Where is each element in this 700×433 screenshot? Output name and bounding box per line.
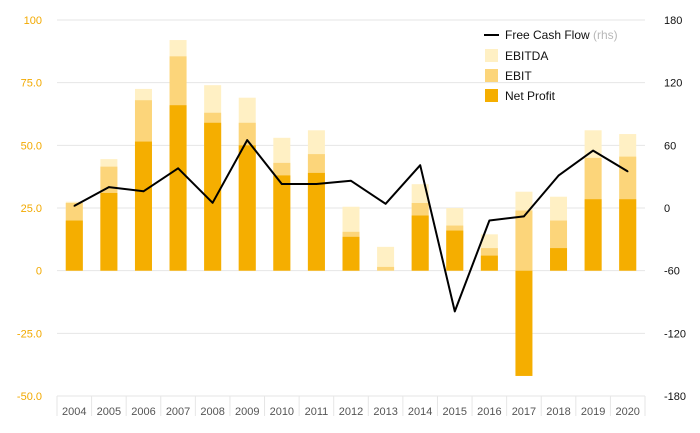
x-tick-label: 2010	[270, 406, 294, 418]
bar-net-profit	[204, 122, 222, 271]
x-tick-label: 2020	[615, 406, 639, 418]
free-cash-flow-point	[108, 186, 110, 188]
x-tick-label: 2013	[373, 406, 397, 418]
y-tick-label: 50.0	[21, 140, 42, 152]
legend-label-net-profit: Net Profit	[505, 89, 556, 103]
x-tick-label: 2007	[166, 406, 190, 418]
left-axis: -50.0 -25.0 0 25.0 50.0 75.0 100	[17, 15, 42, 403]
x-tick-label: 2015	[443, 406, 467, 418]
bar-ebit	[377, 266, 395, 271]
bar-net-profit	[238, 145, 256, 271]
bar-net-profit	[169, 105, 187, 271]
free-cash-flow-line-group	[73, 139, 629, 313]
y-tick-label: 25.0	[21, 203, 42, 215]
x-tick-label: 2018	[546, 406, 570, 418]
y2-tick-label: 0	[664, 203, 670, 215]
y-tick-label: 75.0	[21, 78, 42, 90]
legend-label-free-cash-flow: Free Cash Flow	[505, 28, 590, 42]
y2-tick-label: 180	[664, 15, 682, 27]
bar-net-profit	[100, 192, 118, 271]
y-tick-label: 0	[36, 266, 42, 278]
bar-net-profit	[65, 220, 83, 271]
free-cash-flow-point	[246, 139, 249, 141]
bar-net-profit	[584, 199, 602, 271]
x-tick-label: 2014	[408, 406, 432, 418]
legend-swatch-net-profit	[485, 89, 498, 102]
x-tick-label: 2005	[97, 406, 121, 418]
y2-tick-label: 120	[664, 78, 682, 90]
y2-tick-label: -120	[664, 328, 686, 340]
x-tick-label: 2008	[200, 406, 224, 418]
x-tick-label: 2019	[581, 406, 605, 418]
bar-net-profit	[619, 199, 637, 271]
free-cash-flow-point	[211, 201, 214, 204]
bar-net-profit	[550, 248, 568, 271]
x-tick-label: 2012	[339, 406, 363, 418]
bar-net-profit	[515, 270, 533, 376]
bar-net-profit	[307, 172, 325, 271]
legend-label-ebitda: EBITDA	[505, 49, 548, 63]
legend: Free Cash Flow (rhs) EBITDA EBIT Net Pro…	[484, 28, 618, 103]
legend-swatch-ebitda	[485, 49, 498, 62]
y-tick-label: 100	[24, 15, 42, 27]
y2-tick-label: 60	[664, 140, 676, 152]
free-cash-flow-point	[419, 164, 421, 166]
free-cash-flow-point	[592, 149, 594, 152]
x-tick-label: 2011	[305, 406, 329, 418]
legend-label-ebit: EBIT	[505, 69, 532, 83]
x-tick-label: 2004	[62, 406, 86, 418]
free-cash-flow-point	[626, 170, 629, 173]
bar-net-profit	[342, 236, 360, 271]
free-cash-flow-point	[557, 174, 560, 177]
free-cash-flow-point	[523, 215, 525, 218]
free-cash-flow-point	[453, 310, 456, 313]
free-cash-flow-point	[384, 203, 387, 205]
bar-ebitda	[377, 246, 395, 271]
y2-tick-label: -60	[664, 266, 680, 278]
free-cash-flow-point	[350, 180, 352, 182]
right-axis: -180 -120 -60 0 60 120 180	[664, 15, 686, 403]
x-tick-label: 2006	[131, 406, 155, 418]
bar-net-profit	[411, 215, 429, 271]
x-axis: 2004 2005 2006 2007 2008 2009 2010 2011 2012 2013…	[56, 396, 646, 418]
bar-net-profit	[273, 175, 291, 271]
legend-label-rhs: (rhs)	[593, 28, 618, 42]
free-cash-flow-point	[315, 183, 318, 185]
free-cash-flow-point	[177, 167, 179, 170]
bar-net-profit	[480, 255, 498, 271]
bar-net-profit	[134, 141, 152, 271]
x-tick-label: 2016	[477, 406, 501, 418]
bar-ebit	[515, 210, 533, 271]
x-tick-label: 2009	[235, 406, 259, 418]
free-cash-flow-point	[488, 219, 491, 222]
free-cash-flow-point	[73, 205, 76, 207]
free-cash-flow-point	[142, 190, 145, 193]
free-cash-flow-point	[281, 183, 283, 185]
bar-net-profit	[446, 230, 464, 271]
y-tick-label: -50.0	[17, 391, 42, 403]
y2-tick-label: -180	[664, 391, 686, 403]
y-tick-label: -25.0	[17, 328, 42, 340]
x-tick-label: 2017	[512, 406, 536, 418]
bars	[65, 40, 637, 376]
legend-swatch-ebit	[485, 69, 498, 82]
